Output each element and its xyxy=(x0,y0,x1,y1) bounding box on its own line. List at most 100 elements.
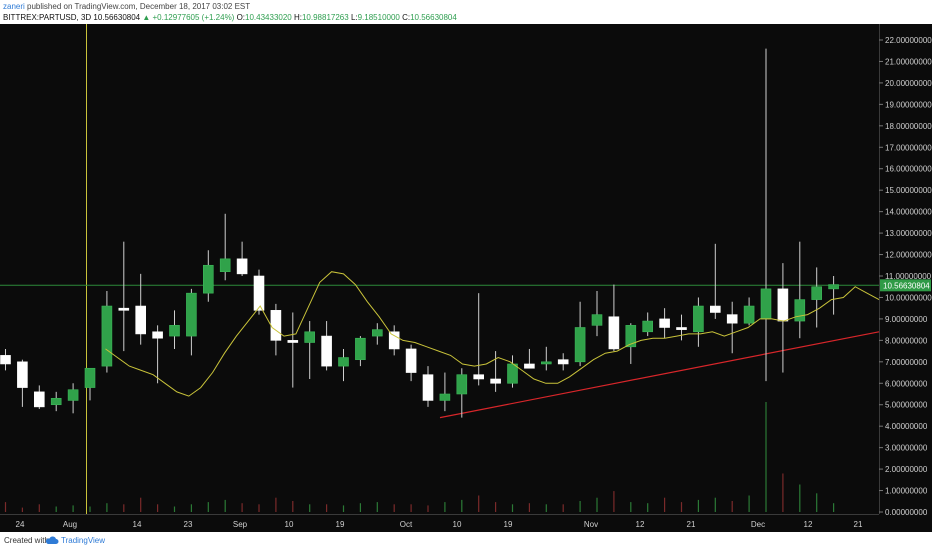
candle-body xyxy=(253,275,265,311)
candle-body xyxy=(135,305,146,335)
volume-bar xyxy=(511,504,514,512)
candle-body xyxy=(557,359,569,365)
volume-bar xyxy=(72,505,74,512)
volume-bar xyxy=(359,503,361,512)
created-with-text: Created with xyxy=(4,536,49,545)
x-tick-label: 21 xyxy=(687,520,696,529)
candle-body xyxy=(439,393,451,401)
x-tick-label: Aug xyxy=(63,520,77,529)
y-tick-label: 8.00000000 xyxy=(885,336,928,345)
x-tick-label: 10 xyxy=(285,520,294,529)
volume-bar xyxy=(816,493,818,512)
volume-bar xyxy=(106,503,108,512)
x-tick-label: 19 xyxy=(504,520,513,529)
candle-body xyxy=(828,284,839,290)
volume-bar xyxy=(697,499,699,512)
volume-bar xyxy=(444,502,446,512)
candle-body xyxy=(321,335,332,367)
open-value: 10.43433020 xyxy=(245,13,292,22)
x-tick-label: 14 xyxy=(133,520,142,529)
y-tick-label: 9.00000000 xyxy=(885,315,928,324)
volume-bar xyxy=(275,497,277,512)
volume-bar xyxy=(140,497,142,512)
candle-body xyxy=(50,397,62,406)
close-value: 10.56630804 xyxy=(410,13,457,22)
candle-body xyxy=(591,314,603,326)
price-change: ▲ +0.12977605 (+1.24%) xyxy=(142,13,235,22)
y-tick-label: 6.00000000 xyxy=(885,379,928,388)
volume-bar xyxy=(731,501,733,512)
candle-body xyxy=(726,314,738,324)
candle-body xyxy=(760,288,772,320)
y-tick-label: 7.00000000 xyxy=(885,358,928,367)
candle-body xyxy=(203,264,214,294)
close-label: C: xyxy=(402,13,411,22)
candle-body xyxy=(574,327,586,363)
y-tick-label: 16.00000000 xyxy=(885,165,932,174)
volume-bar xyxy=(55,506,57,512)
x-tick-label: 12 xyxy=(804,520,813,529)
y-tick-label: 1.00000000 xyxy=(885,487,928,496)
chart-header: zaneri published on TradingView.com, Dec… xyxy=(0,0,932,24)
tradingview-brand-link[interactable]: TradingView xyxy=(61,536,106,545)
candle-body xyxy=(186,292,197,337)
candle-body xyxy=(490,378,501,384)
candle-body xyxy=(355,337,366,360)
moving-average-line xyxy=(105,271,880,397)
candle-body xyxy=(0,355,11,365)
candle-body xyxy=(659,318,670,328)
candle-body xyxy=(101,305,113,367)
volume-bar xyxy=(680,502,683,512)
y-tick-label: 5.00000000 xyxy=(885,401,928,410)
trendline xyxy=(439,331,880,419)
volume-bar xyxy=(613,491,615,512)
low-value: 9.18510000 xyxy=(357,13,400,22)
volume-bar xyxy=(799,484,801,512)
candlestick-chart[interactable]: 22.00000000 21.00000000 20.00000000 19.0000… xyxy=(0,24,932,532)
volume-bar xyxy=(224,499,226,512)
open-label: O: xyxy=(236,13,246,22)
y-tick-label: 18.00000000 xyxy=(885,122,932,131)
volume-bar xyxy=(38,504,40,512)
volume-bar xyxy=(4,502,7,512)
candle-body xyxy=(84,367,96,388)
volume-bar xyxy=(241,503,243,512)
volume-bar xyxy=(748,495,750,512)
last-price-label-bg xyxy=(880,279,931,292)
volume-bar xyxy=(714,497,716,512)
author-link[interactable]: zaneri xyxy=(3,2,25,11)
candle-body xyxy=(540,361,552,365)
x-tick-label: 12 xyxy=(636,520,645,529)
y-tick-label: 4.00000000 xyxy=(885,422,928,431)
volume-bar xyxy=(123,504,125,512)
high-value: 10.98817263 xyxy=(301,13,349,22)
candle-body xyxy=(338,357,349,367)
candle-body xyxy=(608,316,620,350)
y-tick-label: 3.00000000 xyxy=(885,444,928,453)
volume-bar xyxy=(647,503,649,512)
candle-body xyxy=(270,310,282,341)
x-tick-label: Oct xyxy=(400,520,413,529)
candle-body xyxy=(287,340,299,343)
published-text: published on TradingView.com, December 1… xyxy=(27,2,251,11)
y-tick-label: 22.00000000 xyxy=(885,36,932,45)
volume-bar xyxy=(545,504,547,512)
volume-bar xyxy=(596,497,598,512)
x-tick-label: 19 xyxy=(336,520,345,529)
volume-bar xyxy=(342,505,345,512)
candle-body xyxy=(456,374,468,395)
candle-body xyxy=(473,374,485,380)
y-tick-label: 11.00000000 xyxy=(885,272,932,281)
volume-bar xyxy=(461,499,463,512)
volume-bar xyxy=(765,402,767,512)
x-tick-label: 21 xyxy=(854,520,863,529)
candle-body xyxy=(405,348,417,373)
x-tick-label: 10 xyxy=(453,520,462,529)
candle-body xyxy=(67,389,79,401)
volume-bar xyxy=(190,504,192,512)
candle-body xyxy=(507,363,518,384)
volume-bar xyxy=(528,503,530,512)
y-tick-label: 21.00000000 xyxy=(885,57,932,66)
candle-body xyxy=(17,361,28,388)
candle-body xyxy=(169,325,180,337)
